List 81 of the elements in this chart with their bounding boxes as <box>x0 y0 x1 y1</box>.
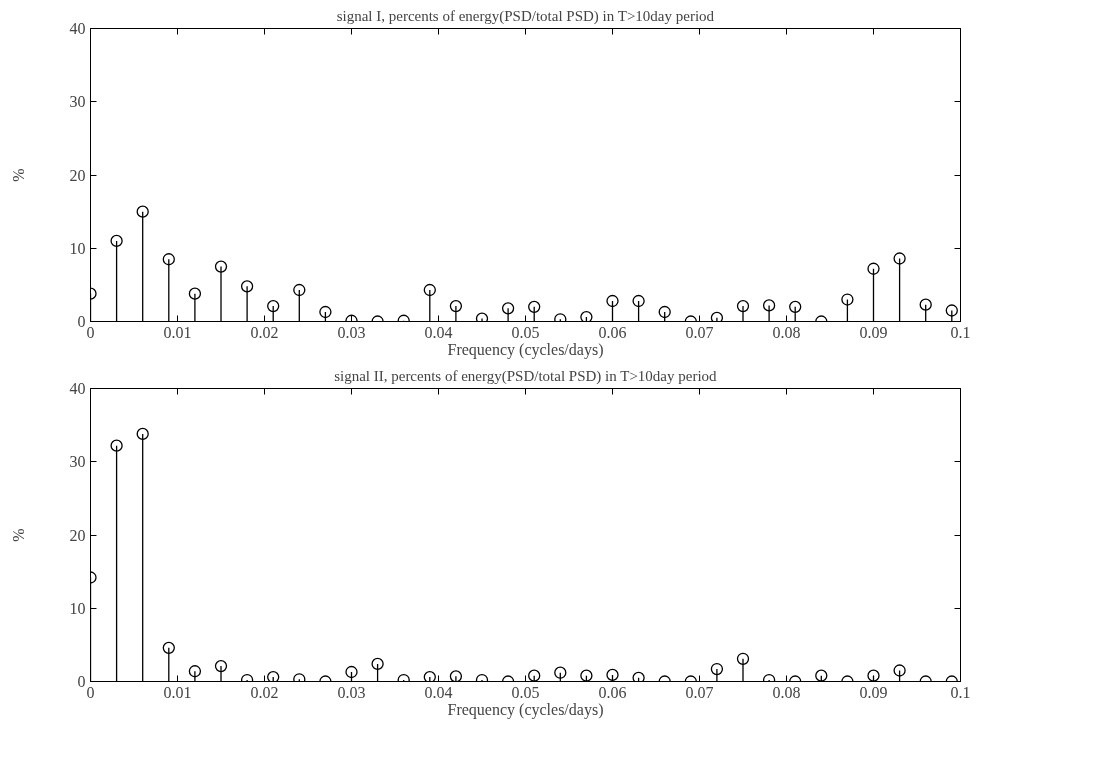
point <box>632 294 645 308</box>
point <box>110 234 123 248</box>
chart-title: signal I, percents of energy(PSD/total PSD) in T>10day period <box>336 7 715 25</box>
x-tick-label: 0.02 <box>250 683 279 701</box>
point <box>188 665 202 678</box>
y-axis-title: % <box>9 168 27 182</box>
point <box>501 302 515 315</box>
x-tick-label: 0.06 <box>598 323 627 341</box>
chart-title: signal II, percents of energy(PSD/total PSD) in T>10day period <box>334 367 718 385</box>
y-tick-label: 30 <box>69 453 86 471</box>
y-tick-label: 10 <box>69 599 86 617</box>
point <box>606 294 619 308</box>
x-tick-label: 0.04 <box>424 323 453 341</box>
point <box>136 427 149 441</box>
point <box>449 670 463 682</box>
x-tick-label: 0.1 <box>950 323 971 341</box>
x-tick-label: 0.07 <box>685 323 714 341</box>
point <box>580 310 593 322</box>
x-tick-label: 0.09 <box>859 683 888 701</box>
point <box>188 287 202 300</box>
y-tick-label: 40 <box>69 20 86 37</box>
y-tick-label: 40 <box>69 380 86 397</box>
point <box>214 659 228 673</box>
point <box>919 298 932 311</box>
point <box>606 668 619 682</box>
x-tick-label: 0.09 <box>859 323 888 341</box>
point <box>658 305 671 319</box>
x-axis-title: Frequency (cycles/days) <box>447 700 604 719</box>
x-tick-label: 0.05 <box>511 323 540 341</box>
y-axis-title: % <box>9 528 27 542</box>
x-tick-label: 0.1 <box>950 683 971 701</box>
x-tick-label: 0.02 <box>250 323 279 341</box>
point <box>319 305 332 319</box>
x-tick-label: 0.05 <box>511 683 540 701</box>
point <box>528 300 541 313</box>
point <box>841 293 854 306</box>
y-tick-label: 10 <box>69 239 86 257</box>
point <box>267 299 280 313</box>
point <box>710 662 724 676</box>
point <box>293 283 306 297</box>
point <box>240 280 254 293</box>
point <box>475 312 489 322</box>
point <box>554 666 567 679</box>
x-tick-label: 0.03 <box>337 323 366 341</box>
point <box>423 670 436 682</box>
x-axis-title: Frequency (cycles/days) <box>447 340 604 359</box>
x-tick-label: 0.07 <box>685 683 714 701</box>
point <box>632 671 645 682</box>
point <box>136 205 149 218</box>
point <box>815 669 828 682</box>
point <box>162 253 175 266</box>
point <box>162 641 175 654</box>
point <box>789 300 802 313</box>
point <box>762 299 776 312</box>
point <box>371 657 384 671</box>
point <box>214 260 228 273</box>
point <box>736 299 750 313</box>
x-tick-label: 0.08 <box>772 323 801 341</box>
point <box>736 652 750 665</box>
x-tick-label: 0.01 <box>163 323 192 341</box>
point <box>893 252 906 265</box>
x-tick-label: 0.01 <box>163 683 192 701</box>
point <box>580 669 593 682</box>
x-tick-label: 0.03 <box>337 683 366 701</box>
point <box>345 665 358 679</box>
point <box>267 670 280 682</box>
y-tick-label: 20 <box>69 166 86 184</box>
point <box>867 669 880 682</box>
y-tick-label: 20 <box>69 526 86 544</box>
point <box>423 283 436 297</box>
point <box>945 304 958 317</box>
x-tick-label: 0.04 <box>424 683 453 701</box>
point <box>110 439 123 452</box>
point <box>528 669 541 682</box>
y-tick-label: 30 <box>69 93 86 111</box>
point <box>449 299 463 313</box>
x-tick-label: 0.08 <box>772 683 801 701</box>
point <box>893 664 906 677</box>
point <box>867 262 880 275</box>
x-tick-label: 0.06 <box>598 683 627 701</box>
point <box>710 311 724 322</box>
